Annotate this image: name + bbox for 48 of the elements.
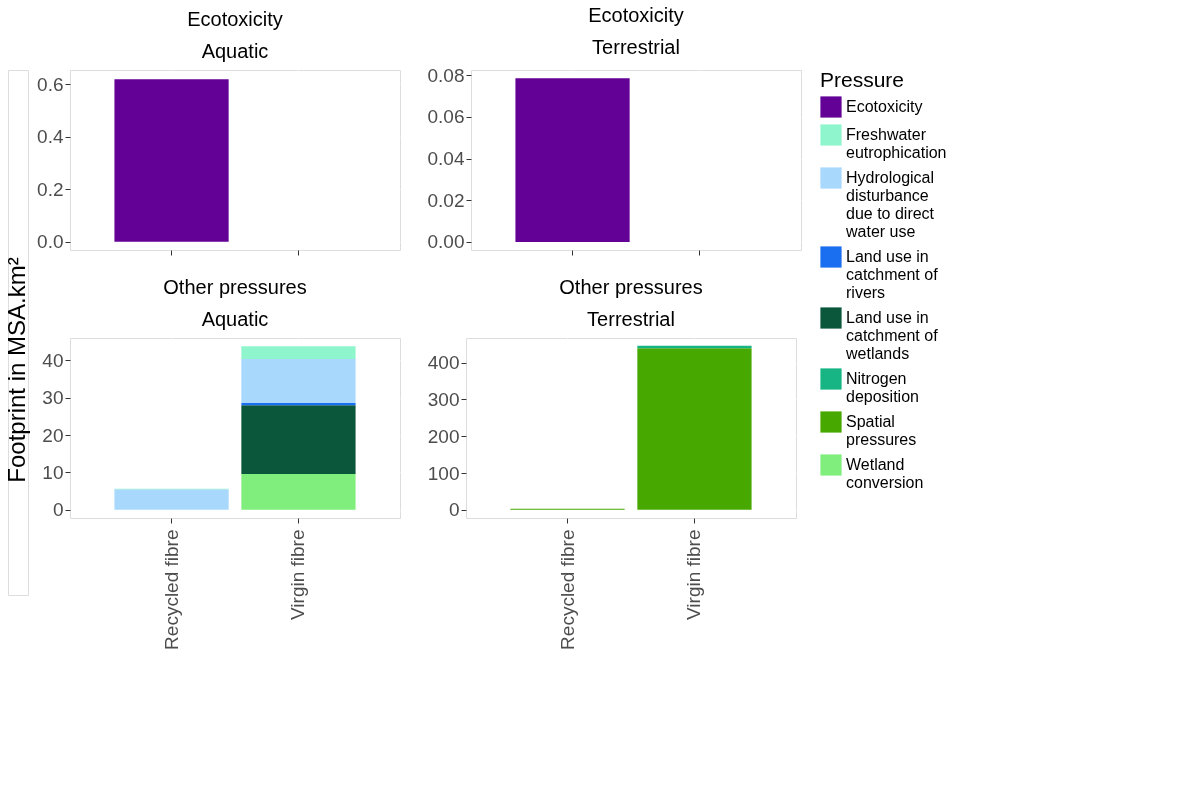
chart-subtitle: Terrestrial [587,308,675,330]
y-tick-label: 0.4 [37,126,64,148]
bar [241,405,356,474]
y-tick-label: 200 [427,425,460,447]
chart-subtitle: Aquatic [201,40,269,62]
bar [241,402,356,406]
y-tick-label: 0.06 [427,106,465,128]
legend-label: Wetland conversion [846,456,924,491]
y-tick-label: 40 [42,349,64,371]
x-tick-label: Recycled fibre [556,529,578,650]
y-tick-label: 0.6 [37,73,64,95]
chart-title: Ecotoxicity [588,4,684,27]
y-axis-title: Footprint in MSA.km² [3,257,30,483]
legend-label: Spatial pressures [846,413,917,448]
y-tick-label: 0 [448,499,460,521]
y-tick-label: 0.00 [427,231,465,253]
y-tick-label: 10 [42,461,64,483]
y-tick-label: 100 [427,462,460,484]
legend-label: Ecotoxicity [846,98,923,115]
x-tick-label: Recycled fibre [160,529,182,650]
y-tick-label: 30 [42,387,64,409]
y-tick-label: 0.08 [427,64,465,86]
x-tick-label: Virgin fibre [683,529,705,620]
legend-title: Pressure [820,68,905,91]
bar [241,346,356,359]
legend-label: Freshwater eutrophication [846,126,947,161]
y-tick-label: 0.04 [427,148,465,170]
chart-subtitle: Terrestrial [592,36,680,59]
bar [241,473,356,510]
y-tick-label: 0 [52,499,64,521]
chart-title: Other pressures [559,276,703,298]
chart-title: Other pressures [163,276,307,298]
y-tick-label: 0.0 [37,231,64,253]
bar [637,348,752,510]
chart-title: Ecotoxicity [187,8,283,30]
chart-subtitle: Aquatic [201,308,269,330]
y-tick-label: 20 [42,424,64,446]
y-tick-label: 400 [427,352,460,374]
y-tick-label: 0.02 [427,189,465,211]
legend-label: Land use in catchment of rivers [846,248,939,301]
bar [114,489,229,510]
y-tick-label: 0.2 [37,178,64,200]
y-tick-label: 300 [427,388,460,410]
legend-label: Land use in catchment of wetlands [845,309,939,362]
x-tick-label: Virgin fibre [287,529,309,620]
legend-label: Nitrogen deposition [846,370,919,405]
bar [241,358,356,403]
legend-label: Hydrological disturbance due to direct water use [845,169,935,240]
